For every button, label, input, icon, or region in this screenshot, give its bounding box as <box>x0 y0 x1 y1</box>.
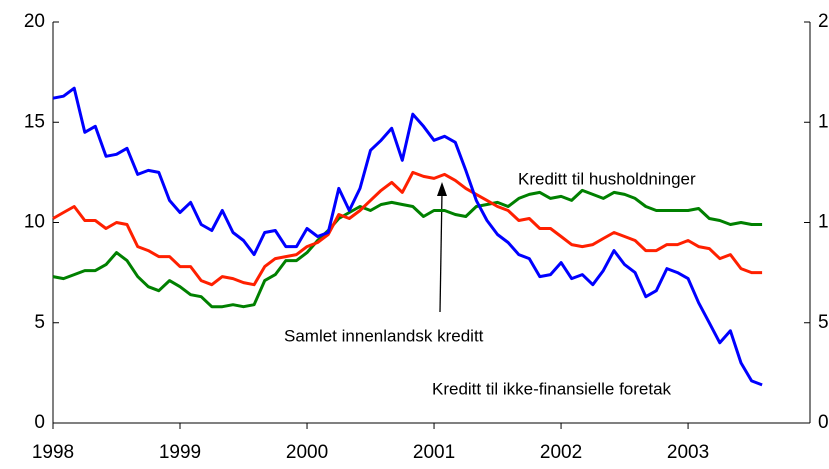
x-tick-label: 2000 <box>286 442 328 463</box>
annotation-arrowhead <box>437 182 447 196</box>
y-tick-label: 0 <box>34 412 45 433</box>
y-tick-label: 10 <box>24 212 45 233</box>
y2-tick-label: 0 <box>818 412 829 433</box>
x-tick-label: 2002 <box>540 442 582 463</box>
y2-tick-label: 15 <box>818 111 829 132</box>
x-tick-label: 2003 <box>667 442 709 463</box>
x-tick-label: 1998 <box>32 442 74 463</box>
y-tick-label: 20 <box>24 11 45 32</box>
y-tick-label: 15 <box>24 111 45 132</box>
series-line <box>52 86 763 387</box>
y-tick-label: 5 <box>34 312 45 333</box>
x-tick-label: 1999 <box>159 442 201 463</box>
y2-tick-label: 20 <box>818 11 829 32</box>
x-tick-label: 2001 <box>413 442 455 463</box>
y2-tick-label: 5 <box>818 312 829 333</box>
series-line <box>52 188 763 309</box>
series-label: Samlet innenlandsk kreditt <box>284 326 484 345</box>
series-line <box>52 170 763 287</box>
y2-tick-label: 10 <box>818 212 829 233</box>
series-label: Kreditt til husholdninger <box>518 169 696 188</box>
series-label: Kreditt til ikke-finansielle foretak <box>432 379 672 398</box>
